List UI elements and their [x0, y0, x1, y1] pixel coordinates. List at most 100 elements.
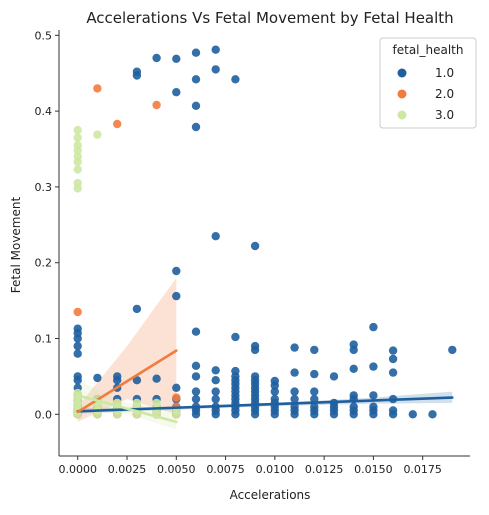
data-point-1.0 [270, 387, 279, 396]
data-point-1.0 [191, 48, 201, 57]
data-point-1.0 [349, 364, 358, 373]
data-point-1.0 [211, 45, 220, 54]
axes: 0.0000 0.0025 0.0050 0.0075 0.0100 0.0125 0.01… [35, 29, 470, 476]
data-point-1.0 [231, 332, 240, 342]
legend-box [379, 37, 477, 129]
x-axis-label: Accelerations [230, 488, 311, 502]
data-point-3.0 [73, 141, 82, 150]
data-point-1.0 [448, 345, 457, 355]
data-point-1.0 [310, 369, 319, 379]
legend-marker-1.0 [397, 68, 407, 78]
y-axis-label: Fetal Movement [9, 197, 23, 294]
data-point-1.0 [388, 406, 398, 415]
data-point-1.0 [349, 391, 358, 400]
data-point-3.0 [132, 398, 142, 408]
x-tick-label: 0.0000 [58, 463, 97, 476]
data-point-1.0 [172, 383, 181, 392]
data-point-1.0 [349, 402, 358, 411]
data-point-1.0 [191, 361, 201, 370]
data-point-1.0 [73, 341, 82, 351]
data-point-1.0 [310, 394, 319, 404]
data-point-1.0 [73, 349, 82, 358]
legend-items: 1.0 2.0 3.0 [397, 66, 454, 122]
x-tick-label: 0.0150 [354, 463, 393, 476]
x-tick-label: 0.0075 [206, 463, 245, 476]
legend-title: fetal_health [393, 43, 464, 57]
data-point-1.0 [290, 343, 299, 352]
legend-marker-2.0 [397, 89, 407, 99]
trend-line-2.0 [76, 349, 178, 414]
data-point-1.0 [310, 345, 319, 355]
data-point-1.0 [250, 372, 260, 381]
data-point-2.0 [93, 84, 102, 93]
data-point-3.0 [152, 398, 161, 408]
data-point-1.0 [369, 322, 378, 332]
data-point-3.0 [73, 152, 82, 161]
data-point-1.0 [211, 65, 220, 74]
data-point-1.0 [388, 368, 398, 377]
data-point-1.0 [211, 394, 220, 404]
data-point-1.0 [191, 387, 201, 396]
data-point-1.0 [270, 376, 279, 386]
data-point-1.0 [310, 387, 319, 396]
x-tick-label: 0.0175 [403, 463, 442, 476]
data-point-1.0 [191, 122, 201, 132]
data-point-2.0 [73, 307, 82, 317]
x-tick-label: 0.0100 [256, 463, 295, 476]
data-point-3.0 [73, 178, 82, 188]
data-point-1.0 [152, 374, 161, 383]
data-point-1.0 [388, 346, 398, 355]
data-point-1.0 [211, 387, 220, 396]
data-point-1.0 [231, 366, 240, 376]
data-point-1.0 [172, 266, 181, 276]
confidence-band-2.0 [77, 277, 177, 422]
data-points [73, 45, 457, 419]
data-point-1.0 [329, 372, 339, 381]
data-point-1.0 [172, 54, 181, 63]
y-tick-label: 0.4 [35, 105, 53, 118]
data-point-1.0 [132, 376, 142, 385]
data-point-1.0 [113, 372, 122, 381]
trend-line-3.0 [76, 394, 178, 424]
data-point-1.0 [270, 394, 279, 404]
y-tick-label: 0.1 [35, 333, 53, 346]
x-tick-label: 0.0025 [108, 463, 147, 476]
y-tick-label: 0.2 [35, 257, 53, 270]
data-point-1.0 [250, 241, 260, 251]
data-point-1.0 [211, 232, 220, 241]
chart-title: Accelerations Vs Fetal Movement by Fetal… [86, 9, 453, 27]
data-point-2.0 [113, 119, 122, 129]
data-point-1.0 [211, 376, 220, 385]
legend-label-1.0: 1.0 [435, 66, 454, 80]
data-point-1.0 [132, 304, 142, 314]
data-point-1.0 [369, 391, 378, 400]
confidence-band-3.0 [77, 380, 177, 430]
data-point-1.0 [132, 67, 142, 76]
data-point-3.0 [73, 165, 82, 174]
data-point-1.0 [290, 394, 299, 404]
data-point-1.0 [250, 341, 260, 351]
legend-label-2.0: 2.0 [435, 87, 454, 101]
data-point-1.0 [388, 354, 398, 364]
data-point-1.0 [191, 101, 201, 111]
data-point-1.0 [191, 75, 201, 84]
data-point-1.0 [231, 75, 240, 84]
data-point-1.0 [369, 362, 378, 371]
data-point-1.0 [369, 402, 378, 411]
data-point-3.0 [73, 125, 82, 135]
data-point-1.0 [211, 366, 220, 375]
y-tick-label: 0.0 [35, 408, 53, 421]
trend-line-1.0 [76, 396, 454, 413]
data-point-3.0 [73, 133, 82, 142]
data-point-1.0 [310, 402, 319, 411]
legend-label-3.0: 3.0 [435, 108, 454, 122]
data-point-1.0 [191, 394, 201, 404]
data-point-1.0 [172, 291, 181, 301]
data-point-1.0 [428, 410, 437, 419]
data-point-1.0 [290, 368, 299, 377]
data-point-1.0 [73, 324, 82, 333]
data-point-1.0 [349, 340, 358, 349]
y-tick-label: 0.5 [35, 29, 53, 42]
x-tick-label: 0.0125 [305, 463, 344, 476]
